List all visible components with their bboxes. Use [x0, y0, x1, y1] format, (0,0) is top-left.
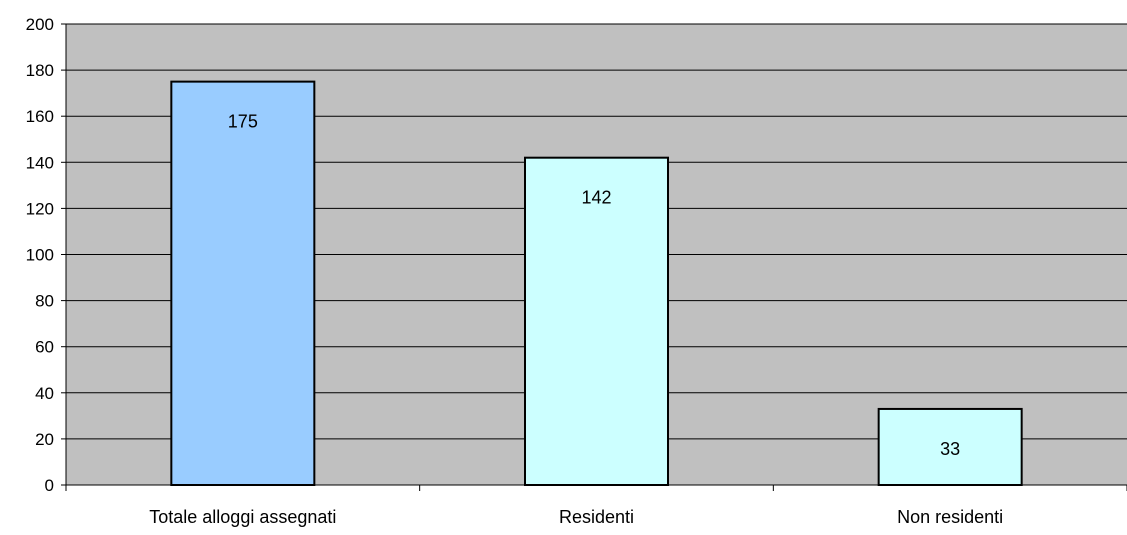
category-label: Residenti — [559, 507, 634, 527]
bar — [877, 407, 1023, 486]
bars — [170, 80, 1023, 486]
y-tick-label: 180 — [26, 61, 54, 80]
category-label: Totale alloggi assegnati — [149, 507, 336, 527]
y-tick-label: 0 — [45, 476, 54, 495]
y-tick-label: 40 — [35, 384, 54, 403]
y-tick-label: 120 — [26, 199, 54, 218]
data-label: 142 — [581, 188, 611, 208]
category-label: Non residenti — [897, 507, 1003, 527]
y-tick-label: 140 — [26, 153, 54, 172]
y-tick-label: 200 — [26, 15, 54, 34]
y-tick-label: 160 — [26, 107, 54, 126]
axes — [61, 23, 1127, 491]
y-tick-label: 100 — [26, 246, 54, 265]
y-tick-label: 80 — [35, 292, 54, 311]
data-label: 175 — [228, 112, 258, 132]
bar — [524, 156, 669, 486]
y-tick-label: 60 — [35, 338, 54, 357]
bar — [170, 80, 316, 486]
y-tick-label: 20 — [35, 430, 54, 449]
data-label: 33 — [940, 439, 960, 459]
labels: 0 20 40 60 80 100 120 140 160 180 200 175 Totale all… — [26, 15, 1004, 527]
